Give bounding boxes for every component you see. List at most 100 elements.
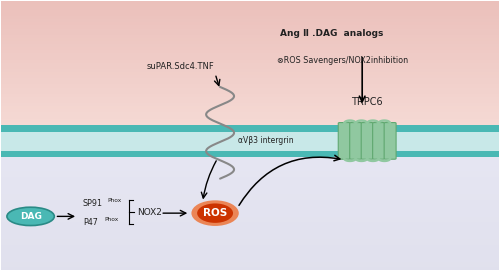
Bar [0,236,500,239]
Bar [0,13,500,16]
FancyBboxPatch shape [338,122,350,159]
Circle shape [372,152,379,156]
Bar [0,239,500,242]
Circle shape [23,152,30,156]
Circle shape [153,127,160,130]
Circle shape [422,152,429,156]
Circle shape [382,152,389,156]
Bar [0,88,500,91]
Circle shape [3,152,10,156]
Circle shape [83,152,90,156]
Circle shape [93,152,100,156]
Circle shape [202,127,209,130]
Bar [0,211,500,214]
Circle shape [392,152,399,156]
Circle shape [442,127,449,130]
Bar [0,75,500,78]
Circle shape [242,152,250,156]
Bar [0,1,500,4]
Bar [0,183,500,185]
Circle shape [182,127,190,130]
Circle shape [462,152,469,156]
Circle shape [3,127,10,130]
Bar [0,219,500,222]
Text: ROS: ROS [203,208,227,218]
Circle shape [143,152,150,156]
Circle shape [153,152,160,156]
Circle shape [33,127,40,130]
Bar [0,97,500,100]
Circle shape [53,127,60,130]
Bar [0,205,500,208]
Bar [0,245,500,248]
Circle shape [182,152,190,156]
Bar [0,22,500,25]
Circle shape [302,127,310,130]
Circle shape [412,152,419,156]
Circle shape [192,127,200,130]
Circle shape [143,127,150,130]
Circle shape [43,152,50,156]
FancyBboxPatch shape [372,122,384,159]
Bar [0,115,500,118]
FancyBboxPatch shape [350,122,362,159]
Circle shape [33,152,40,156]
Bar [0,10,500,13]
Bar [0,57,500,60]
Circle shape [113,127,120,130]
Ellipse shape [7,207,54,225]
Text: Ang Ⅱ .DAG  analogs: Ang Ⅱ .DAG analogs [280,28,384,38]
Circle shape [482,152,489,156]
FancyBboxPatch shape [361,122,373,159]
Bar [0,188,500,191]
Circle shape [93,127,100,130]
Bar [0,214,500,217]
Circle shape [232,152,239,156]
Bar [0,41,500,44]
Bar [0,100,500,103]
Text: suPAR.Sdc4.TNF: suPAR.Sdc4.TNF [146,62,214,71]
Bar [0,174,500,177]
Bar [0,242,500,245]
Circle shape [322,152,330,156]
Bar [0,157,500,160]
Circle shape [292,152,300,156]
Circle shape [232,127,239,130]
Circle shape [452,127,459,130]
Circle shape [212,152,220,156]
Circle shape [103,127,110,130]
Circle shape [342,152,349,156]
Bar [0,151,500,157]
Circle shape [402,152,409,156]
Circle shape [222,152,230,156]
Bar [0,259,500,262]
Circle shape [43,127,50,130]
Bar [0,160,500,163]
Bar [0,47,500,50]
Circle shape [312,152,320,156]
Bar [0,91,500,94]
Bar [0,122,500,125]
Bar [0,197,500,199]
Circle shape [282,152,290,156]
Bar [0,38,500,41]
Circle shape [63,152,70,156]
Text: DAG: DAG [20,212,42,221]
Text: SP91: SP91 [83,199,103,208]
Text: Phox: Phox [107,198,121,203]
Circle shape [73,127,80,130]
Circle shape [352,152,359,156]
Bar [0,25,500,29]
Circle shape [372,127,379,130]
Text: ⊗ROS Savengers/NOX2inhibition: ⊗ROS Savengers/NOX2inhibition [278,56,408,64]
Bar [0,53,500,57]
Bar [0,84,500,88]
Circle shape [242,127,250,130]
Bar [0,103,500,106]
Circle shape [113,152,120,156]
Circle shape [63,127,70,130]
Bar [0,222,500,225]
Bar [0,81,500,84]
Bar [0,63,500,66]
Bar [0,72,500,75]
